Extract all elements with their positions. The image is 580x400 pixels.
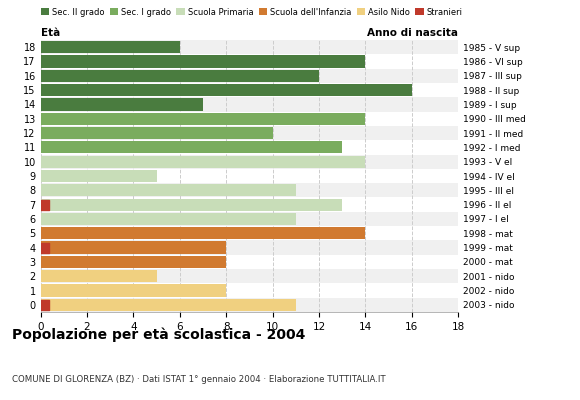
- Bar: [41, 255, 458, 269]
- Point: [39, 302, 49, 308]
- Bar: [41, 84, 412, 96]
- Bar: [41, 184, 296, 196]
- Bar: [41, 298, 458, 312]
- Bar: [41, 183, 458, 198]
- Bar: [41, 97, 458, 112]
- Bar: [41, 226, 458, 240]
- Bar: [41, 269, 458, 283]
- Bar: [41, 127, 273, 139]
- Bar: [41, 83, 458, 97]
- Bar: [41, 212, 458, 226]
- Bar: [41, 256, 226, 268]
- Bar: [41, 240, 458, 255]
- Bar: [41, 169, 458, 183]
- Bar: [41, 299, 296, 311]
- Bar: [41, 198, 458, 212]
- Text: Età: Età: [41, 28, 60, 38]
- Bar: [41, 41, 180, 53]
- Point: [39, 202, 49, 208]
- Bar: [41, 154, 458, 169]
- Bar: [41, 198, 342, 211]
- Bar: [41, 98, 203, 110]
- Text: Popolazione per età scolastica - 2004: Popolazione per età scolastica - 2004: [12, 328, 305, 342]
- Bar: [41, 70, 319, 82]
- Bar: [41, 242, 226, 254]
- Bar: [41, 40, 458, 54]
- Bar: [41, 126, 458, 140]
- Bar: [41, 69, 458, 83]
- Text: COMUNE DI GLORENZA (BZ) · Dati ISTAT 1° gennaio 2004 · Elaborazione TUTTITALIA.I: COMUNE DI GLORENZA (BZ) · Dati ISTAT 1° …: [12, 375, 385, 384]
- Bar: [41, 156, 365, 168]
- Legend: Sec. II grado, Sec. I grado, Scuola Primaria, Scuola dell'Infanzia, Asilo Nido, : Sec. II grado, Sec. I grado, Scuola Prim…: [41, 8, 463, 17]
- Bar: [41, 112, 458, 126]
- Bar: [41, 213, 296, 225]
- Bar: [41, 227, 365, 239]
- Bar: [41, 54, 458, 69]
- Bar: [41, 113, 365, 125]
- Bar: [41, 141, 342, 154]
- Text: Anno di nascita: Anno di nascita: [367, 28, 458, 38]
- Bar: [41, 140, 458, 154]
- Bar: [41, 55, 365, 68]
- Bar: [41, 170, 157, 182]
- Bar: [41, 270, 157, 282]
- Point: [39, 244, 49, 251]
- Bar: [41, 284, 226, 297]
- Bar: [41, 283, 458, 298]
